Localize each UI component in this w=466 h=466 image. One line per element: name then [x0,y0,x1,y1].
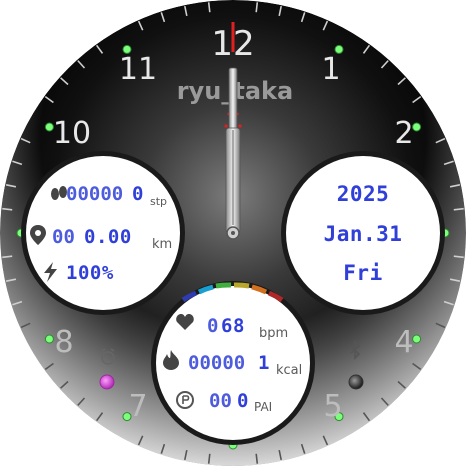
date-weekday: Fri [343,261,382,285]
hour-dot [45,335,53,343]
minute-tick [209,454,210,464]
calories-unit: kcal [276,363,302,378]
pai-value: 0 [237,390,249,412]
bottom-subdial: 0 68 bpm 00000 1 kcal 00 0 PAI [151,281,315,445]
hour-numeral-5: 5 [323,389,342,424]
bluetooth-indicator [349,375,363,389]
hour-numeral-4: 4 [394,325,413,360]
steps-unit: stp [150,195,167,208]
distance-value: 0.00 [84,226,132,248]
minute-tick [256,2,257,12]
pai-ghost: 00 [209,390,232,412]
steps-value: 0 [132,183,144,205]
calories-ghost: 00000 [188,352,245,374]
hour-dot [413,123,421,131]
minute-tick [2,256,12,257]
distance-unit: km [152,237,172,252]
minute-tick [256,454,257,464]
steps-ghost: 00000 [66,183,123,205]
minute-tick [2,209,12,210]
battery-value: 100% [66,262,114,284]
date-month-day: Jan.31 [324,222,403,246]
heart-rate-value: 68 [221,315,245,337]
right-subdial: 2025 Jan.31 Fri [281,151,445,315]
pai-unit: PAI [254,400,272,414]
alarm-indicator [100,375,114,389]
heart-rate-ghost: 0 [207,315,218,337]
heart-rate-unit: bpm [259,326,288,341]
hour-numeral-10: 10 [53,116,91,151]
hour-numeral-8: 8 [54,325,73,360]
minute-tick [454,209,464,210]
minute-tick [209,2,210,12]
minute-tick [454,256,464,257]
left-subdial: 00000 0 stp 00 0.00 km 100% [21,151,185,315]
distance-ghost: 00 [52,226,75,248]
hour-numeral-7: 7 [128,389,147,424]
date-year: 2025 [337,182,390,206]
hour-numeral-11: 11 [119,52,157,87]
hour-dot [413,335,421,343]
hour-numeral-2: 2 [394,116,413,151]
hour-numeral-1: 1 [321,52,340,87]
calories-value: 1 [258,352,270,374]
